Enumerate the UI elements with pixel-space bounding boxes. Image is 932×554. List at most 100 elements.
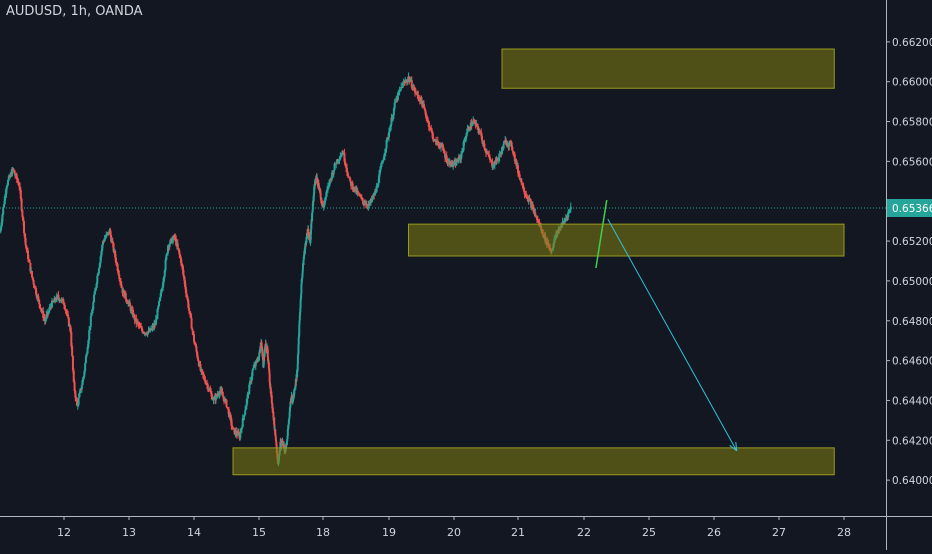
candle-body <box>210 393 213 400</box>
candle-body <box>272 412 275 418</box>
candle-body <box>316 179 319 185</box>
candle-body <box>305 237 308 243</box>
candle-body <box>214 394 217 401</box>
candle-body <box>157 306 160 310</box>
candle-body <box>156 309 159 319</box>
candle-body <box>176 243 179 248</box>
candle-body <box>510 142 513 148</box>
candle <box>425 112 428 122</box>
candle-body <box>345 167 348 173</box>
candle-body <box>129 305 132 312</box>
candle-body <box>80 389 83 391</box>
candles-layer <box>0 72 572 467</box>
candle <box>428 122 431 132</box>
candle-body <box>184 287 187 294</box>
zone-supply-top[interactable] <box>501 48 835 89</box>
candle-body <box>271 402 274 404</box>
candle-body <box>120 284 123 288</box>
candle-body <box>59 300 62 302</box>
candle-body <box>296 355 299 365</box>
candle-body <box>302 257 305 260</box>
trendline[interactable] <box>595 199 608 269</box>
candle <box>367 200 370 211</box>
x-tick-label: 27 <box>772 526 786 539</box>
current-price-badge-bg <box>887 198 932 217</box>
x-tick-label: 15 <box>252 526 266 539</box>
symbol-label: AUDUSD, 1h, OANDA <box>6 4 143 19</box>
candle-body <box>344 161 347 166</box>
candle-body <box>326 186 329 190</box>
candle-body <box>57 294 60 299</box>
candle-body <box>387 137 390 139</box>
candle-body <box>13 170 16 174</box>
candle <box>324 196 327 204</box>
candle <box>54 297 57 304</box>
candle-body <box>304 243 307 247</box>
candle-body <box>373 191 376 196</box>
y-tick-label: 0.65200 <box>892 236 932 248</box>
candle-body <box>420 97 423 102</box>
candle <box>69 324 72 334</box>
candle-body <box>338 159 341 161</box>
candle-body <box>121 287 124 294</box>
candle-body <box>252 367 255 370</box>
candle-body <box>270 395 273 403</box>
candle-body <box>270 391 273 397</box>
candle <box>385 138 388 153</box>
candle-body <box>50 307 53 309</box>
candle-body <box>245 405 247 410</box>
candle-body <box>535 215 538 221</box>
candle <box>414 86 416 97</box>
candle-body <box>12 168 15 171</box>
candle-body <box>275 441 278 445</box>
candle-body <box>133 314 136 321</box>
candle-body <box>496 157 499 160</box>
candle-body <box>424 110 427 115</box>
candle-body <box>172 235 175 239</box>
candle-body <box>382 159 385 162</box>
candle-body <box>195 346 198 352</box>
candle-body <box>406 79 409 82</box>
candle <box>254 360 257 371</box>
candle-body <box>88 330 91 341</box>
projection-arrow[interactable] <box>607 218 738 452</box>
candle <box>106 233 109 237</box>
candle-body <box>297 344 300 354</box>
x-tick-label: 28 <box>837 526 851 539</box>
candle-body <box>209 389 212 392</box>
candle <box>477 126 480 135</box>
candle-body <box>372 194 375 198</box>
candle-body <box>492 166 495 168</box>
zone-demand-bottom[interactable] <box>232 447 835 476</box>
candle-body <box>384 148 387 153</box>
zone-support-mid[interactable] <box>408 223 845 257</box>
candle-body <box>377 182 380 186</box>
candle <box>105 231 108 239</box>
candle <box>492 164 495 170</box>
x-tick-label: 26 <box>707 526 721 539</box>
candle <box>473 118 475 124</box>
candle <box>520 177 523 186</box>
candle-body <box>77 397 80 405</box>
candle-body <box>473 120 475 122</box>
candle <box>517 162 519 177</box>
candle-body <box>180 263 183 265</box>
candle-body <box>253 365 256 368</box>
candle-body <box>296 370 299 373</box>
candle-body <box>369 202 372 204</box>
candle-body <box>184 280 187 288</box>
candle <box>249 377 252 388</box>
candle <box>197 354 200 362</box>
candle-body <box>111 241 114 244</box>
candle-body <box>194 344 197 347</box>
candle-body <box>327 185 330 187</box>
candle-body <box>3 204 5 208</box>
candle-body <box>347 176 350 178</box>
candle-body <box>486 152 489 155</box>
candle-body <box>536 220 539 222</box>
candle <box>240 428 243 434</box>
candle-body <box>323 200 326 206</box>
candle-body <box>224 399 227 401</box>
